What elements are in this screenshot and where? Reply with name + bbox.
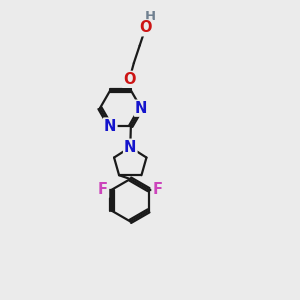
Text: N: N	[135, 101, 147, 116]
Text: H: H	[144, 10, 156, 22]
Text: O: O	[123, 72, 136, 87]
Text: N: N	[104, 118, 116, 134]
Text: O: O	[139, 20, 152, 35]
Text: N: N	[124, 140, 136, 155]
Text: F: F	[152, 182, 163, 197]
Text: F: F	[98, 182, 108, 197]
